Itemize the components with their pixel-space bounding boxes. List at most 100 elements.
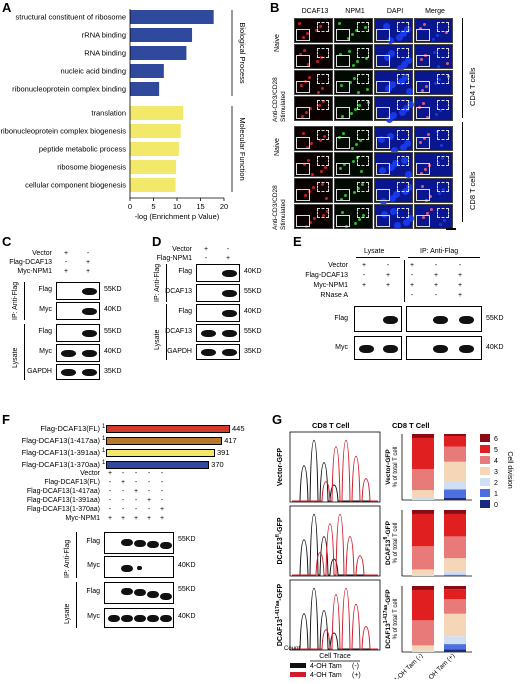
group-bracket-cd8 [462, 122, 463, 222]
inset-box [296, 215, 310, 227]
division-label: 2 [494, 480, 498, 487]
bar-y-label: % of total T cell [393, 599, 399, 640]
zoom-box [397, 130, 409, 140]
treatment-sign: - [134, 506, 138, 513]
histogram-frame [289, 579, 381, 651]
zoom-box [317, 182, 329, 192]
blot-label: DCAF13 [165, 288, 192, 295]
micrograph-spot [421, 89, 424, 92]
micrograph-spot [380, 198, 387, 205]
division-label: 3 [494, 469, 498, 476]
micrograph-spot [338, 22, 341, 25]
panel-label-f: F [2, 412, 10, 427]
treatment-sign: + [159, 506, 165, 513]
stacked-bar-segment [444, 481, 466, 490]
go-enrichment-bar-chart: structural constituent of ribosome rRNA b… [1, 9, 247, 221]
category-label: ribonucleoprotein complex binding [12, 85, 126, 94]
micrograph-spot [360, 170, 363, 173]
scale-bar [446, 228, 456, 230]
treatment-sign: + [63, 250, 69, 257]
treatment-sign: - [147, 479, 151, 486]
stacked-bar-segment [444, 435, 466, 447]
blot-d-gapdh [196, 344, 240, 360]
cond-label-naive-cd8: Naive [274, 138, 281, 156]
micrograph-tile [374, 204, 414, 229]
treatment-label: RNase A [320, 292, 348, 299]
micrograph-spot [426, 116, 429, 119]
construct-start: 1 [102, 436, 106, 442]
treatment-sign: - [108, 479, 112, 486]
inset-box [376, 163, 390, 175]
x-tick-label: 20 [220, 202, 228, 211]
x-tick-label: 5 [151, 202, 155, 211]
micrograph-spot [432, 38, 435, 41]
micrograph-tile [374, 152, 413, 178]
treatment-label: Myc-NPM1 [65, 515, 100, 522]
inset-box [296, 137, 310, 149]
stacked-bar-segment [444, 571, 466, 575]
micrograph-spot [315, 29, 318, 32]
col-header-npm1: NPM1 [345, 8, 365, 15]
inset-box [336, 107, 350, 119]
blot-c-lysate-flag [56, 324, 100, 342]
stacked-bar-segment [412, 468, 434, 491]
panel-label-a: A [2, 0, 12, 15]
treatment-sign: - [86, 250, 90, 257]
treatment-sign: - [121, 470, 125, 477]
inset-box [416, 215, 430, 227]
ip-label: IP: Anti-Flag [64, 539, 71, 578]
micrograph-spot [405, 57, 412, 64]
col-header-dapi: DAPI [386, 8, 404, 15]
division-label: 4 [494, 458, 498, 465]
inset-box [376, 215, 390, 227]
treatment-sign: - [226, 246, 230, 253]
division-swatch [480, 478, 490, 486]
micrograph-spot [388, 50, 395, 57]
micrograph-spot [379, 167, 386, 174]
micrograph-spot [357, 187, 360, 190]
micrograph-spot [436, 34, 439, 37]
inset-box [336, 137, 350, 149]
zoom-box [317, 100, 329, 110]
x-tick-label: 15 [196, 202, 204, 211]
construct-bar [106, 425, 230, 433]
blot-c-ip-flag [56, 282, 100, 300]
treatment-sign: - [134, 497, 138, 504]
stacked-bar-segment [412, 586, 434, 590]
inset-box [296, 55, 310, 67]
zoom-box [357, 208, 369, 218]
stacked-bar-segment [412, 546, 434, 570]
treatment-sign: + [225, 255, 231, 262]
treatment-sign: + [146, 515, 152, 522]
zoom-box [437, 182, 449, 192]
stacked-bar-segment [444, 574, 466, 576]
treatment-sign: - [147, 470, 151, 477]
micrograph-spot [435, 113, 438, 116]
micrograph-spot [323, 135, 326, 138]
inset-box [336, 55, 350, 67]
treatment-sign: - [204, 255, 208, 262]
category-label: rRNA binding [82, 31, 126, 40]
inset-box [296, 81, 310, 93]
bar-category-label: 4-OH Tam (+) [424, 652, 457, 679]
micrograph-spot [340, 198, 343, 201]
panel-label-e: E [293, 234, 302, 249]
lysate-label: Lysate [64, 603, 71, 624]
construct-label: Flag-DCAF13(FL) [40, 424, 100, 433]
micrograph-spot [339, 53, 342, 56]
blot-label: Myc [39, 306, 52, 313]
y-axis-label: Count [284, 646, 300, 652]
zoom-box [357, 48, 369, 58]
treatment-label: Myc-NPM1 [17, 268, 52, 275]
construct-start: 1 [102, 460, 106, 466]
construct-bar [106, 461, 210, 469]
blot-d-ip-flag [196, 264, 240, 282]
micrograph-spot [301, 115, 304, 118]
micrograph-spot [350, 112, 353, 115]
micrograph-tile [374, 70, 413, 95]
inset-box [296, 107, 310, 119]
panel-g-proliferation: CD8 T Cell CD8 T Cell Vector-GFP DCAF13fl-G… [272, 420, 520, 684]
treatment-label: Myc-NPM1 [313, 282, 348, 289]
micrograph-spot [344, 194, 347, 197]
treatment-sign: - [121, 488, 125, 495]
